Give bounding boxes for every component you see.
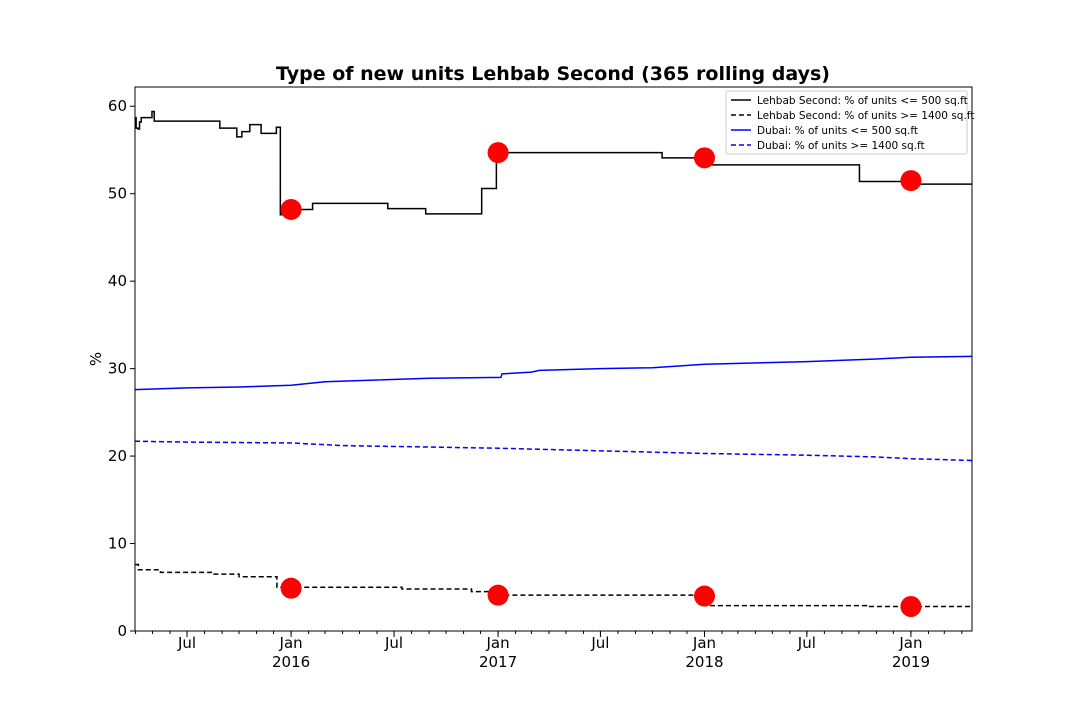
x-tick-year-label: 2016 — [272, 653, 310, 671]
x-tick-year-label: 2019 — [892, 653, 930, 671]
marker-s2-4 — [900, 596, 922, 618]
legend-label-4: Dubai: % of units >= 1400 sq.ft — [757, 140, 925, 152]
x-tick-year-label: 2018 — [685, 653, 723, 671]
marker-s2-2 — [487, 584, 509, 606]
x-tick-label: Jan — [279, 634, 303, 652]
x-tick-label: Jan — [898, 634, 922, 652]
marker-s2-3 — [694, 585, 715, 607]
legend: Lehbab Second: % of units <= 500 sq.ft Le… — [725, 90, 974, 155]
marker-s1-4 — [900, 170, 922, 192]
marker-s1-1 — [280, 198, 302, 220]
x-tick-label: Jul — [384, 634, 403, 652]
marker-s1-2 — [487, 142, 509, 164]
y-tick-label: 10 — [108, 535, 127, 553]
chart-title: Type of new units Lehbab Second (365 rol… — [276, 63, 830, 85]
y-tick-label: 20 — [108, 447, 127, 465]
y-tick-label: 30 — [108, 360, 127, 378]
series-line-4 — [134, 440, 973, 462]
y-tick-label: 40 — [108, 272, 127, 290]
y-axis-label: % — [87, 352, 105, 366]
plot-frame — [134, 86, 973, 632]
legend-label-2: Lehbab Second: % of units >= 1400 sq.ft — [757, 110, 974, 122]
plot-area — [134, 110, 973, 618]
x-tick-label: Jan — [692, 634, 716, 652]
x-tick-label: Jan — [486, 634, 510, 652]
y-tick-label: 0 — [117, 622, 127, 640]
x-tick-year-label: 2017 — [479, 653, 517, 671]
legend-label-3: Dubai: % of units <= 500 sq.ft — [757, 125, 918, 137]
marker-s2-1 — [280, 577, 302, 599]
x-tick-label: Jul — [177, 634, 196, 652]
legend-frame — [725, 90, 968, 155]
series-line-1 — [135, 110, 972, 216]
series-line-3 — [134, 355, 973, 391]
legend-label-1: Lehbab Second: % of units <= 500 sq.ft — [757, 95, 968, 107]
x-tick-label: Jul — [797, 634, 816, 652]
y-tick-label: 50 — [108, 185, 127, 203]
x-tick-label: Jul — [590, 634, 609, 652]
y-tick-label: 60 — [108, 97, 127, 115]
marker-s1-3 — [694, 147, 715, 169]
series-line-2 — [135, 563, 973, 608]
